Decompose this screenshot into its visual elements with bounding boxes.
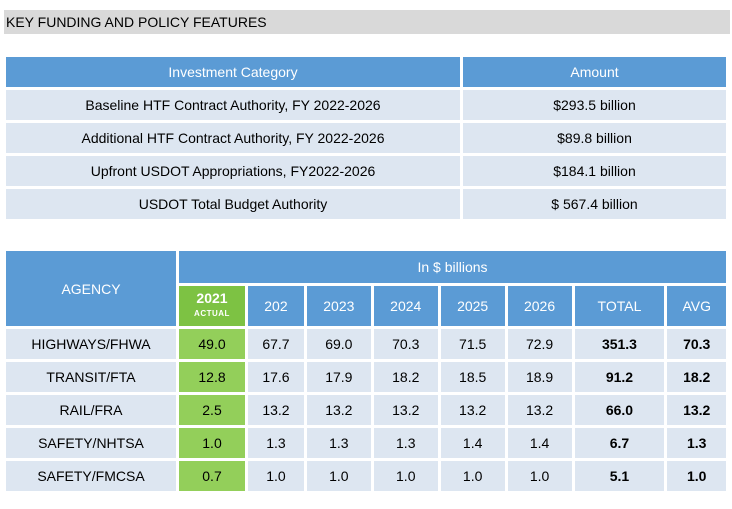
investment-amount: $89.8 billion (463, 123, 726, 153)
total-value: 66.0 (574, 395, 665, 425)
actual-value: 1.0 (179, 428, 245, 458)
year-value: 70.3 (373, 329, 438, 359)
total-value: 5.1 (574, 461, 665, 491)
avg-value: 13.2 (667, 395, 726, 425)
year-value: 13.2 (440, 395, 505, 425)
investment-table: Investment Category Amount Baseline HTF … (3, 54, 729, 222)
agency-name: TRANSIT/FTA (6, 362, 176, 392)
year-2021-label: 2021 (196, 290, 228, 306)
agency-row: RAIL/FRA 2.5 13.2 13.2 13.2 13.2 13.2 66… (6, 395, 726, 425)
agency-name: SAFETY/FMCSA (6, 461, 176, 491)
year-header: 2026 (507, 286, 572, 326)
year-value: 1.0 (248, 461, 304, 491)
year-header: 2023 (306, 286, 371, 326)
agency-row: HIGHWAYS/FHWA 49.0 67.7 69.0 70.3 71.5 7… (6, 329, 726, 359)
investment-amount: $293.5 billion (463, 90, 726, 120)
avg-value: 1.3 (667, 428, 726, 458)
year-value: 1.4 (440, 428, 505, 458)
year-value: 1.0 (373, 461, 438, 491)
total-header: TOTAL (574, 286, 665, 326)
year-value: 72.9 (507, 329, 572, 359)
year-header: 2024 (373, 286, 438, 326)
year-value: 17.6 (248, 362, 304, 392)
investment-category: Baseline HTF Contract Authority, FY 2022… (6, 90, 460, 120)
investment-row: Additional HTF Contract Authority, FY 20… (6, 123, 726, 153)
investment-category: Additional HTF Contract Authority, FY 20… (6, 123, 460, 153)
actual-value: 0.7 (179, 461, 245, 491)
section-title: KEY FUNDING AND POLICY FEATURES (4, 10, 730, 34)
investment-row: Baseline HTF Contract Authority, FY 2022… (6, 90, 726, 120)
actual-note: ACTUAL (194, 309, 230, 318)
total-value: 351.3 (574, 329, 665, 359)
year-value: 13.2 (306, 395, 371, 425)
avg-value: 18.2 (667, 362, 726, 392)
investment-amount: $184.1 billion (463, 156, 726, 186)
amount-header: Amount (463, 57, 726, 87)
total-value: 91.2 (574, 362, 665, 392)
agency-name: SAFETY/NHTSA (6, 428, 176, 458)
year-value: 67.7 (248, 329, 304, 359)
year-value: 17.9 (306, 362, 371, 392)
agency-name: HIGHWAYS/FHWA (6, 329, 176, 359)
agency-row: SAFETY/NHTSA 1.0 1.3 1.3 1.3 1.4 1.4 6.7… (6, 428, 726, 458)
investment-row: USDOT Total Budget Authority $ 567.4 bil… (6, 189, 726, 219)
investment-category: USDOT Total Budget Authority (6, 189, 460, 219)
investment-row: Upfront USDOT Appropriations, FY2022-202… (6, 156, 726, 186)
year-value: 1.3 (248, 428, 304, 458)
year-value: 13.2 (373, 395, 438, 425)
agency-funding-table: AGENCY In $ billions 2021 ACTUAL 202 202… (3, 248, 729, 494)
actual-value: 12.8 (179, 362, 245, 392)
actual-value: 49.0 (179, 329, 245, 359)
year-value: 1.0 (440, 461, 505, 491)
agency-header: AGENCY (6, 251, 176, 326)
investment-header-row: Investment Category Amount (6, 57, 726, 87)
year-value: 18.2 (373, 362, 438, 392)
agency-super-header-row: AGENCY In $ billions (6, 251, 726, 326)
agency-row: TRANSIT/FTA 12.8 17.6 17.9 18.2 18.5 18.… (6, 362, 726, 392)
year-2021-actual-header: 2021 ACTUAL (179, 286, 245, 326)
year-value: 1.4 (507, 428, 572, 458)
investment-amount: $ 567.4 billion (463, 189, 726, 219)
year-value: 1.0 (507, 461, 572, 491)
year-header-row: 2021 ACTUAL 202 2023 2024 2025 2026 TOTA… (6, 286, 726, 326)
avg-header: AVG (667, 286, 726, 326)
year-value: 18.9 (507, 362, 572, 392)
year-value: 71.5 (440, 329, 505, 359)
total-value: 6.7 (574, 428, 665, 458)
year-header: 202 (248, 286, 304, 326)
year-value: 1.3 (373, 428, 438, 458)
investment-category-header: Investment Category (6, 57, 460, 87)
units-super-header: In $ billions (179, 251, 726, 283)
avg-value: 70.3 (667, 329, 726, 359)
investment-category: Upfront USDOT Appropriations, FY2022-202… (6, 156, 460, 186)
year-value: 69.0 (306, 329, 371, 359)
year-value: 13.2 (248, 395, 304, 425)
actual-value: 2.5 (179, 395, 245, 425)
year-header: 2025 (440, 286, 505, 326)
agency-name: RAIL/FRA (6, 395, 176, 425)
agency-row: SAFETY/FMCSA 0.7 1.0 1.0 1.0 1.0 1.0 5.1… (6, 461, 726, 491)
avg-value: 1.0 (667, 461, 726, 491)
year-value: 1.0 (306, 461, 371, 491)
year-value: 1.3 (306, 428, 371, 458)
year-value: 13.2 (507, 395, 572, 425)
year-value: 18.5 (440, 362, 505, 392)
